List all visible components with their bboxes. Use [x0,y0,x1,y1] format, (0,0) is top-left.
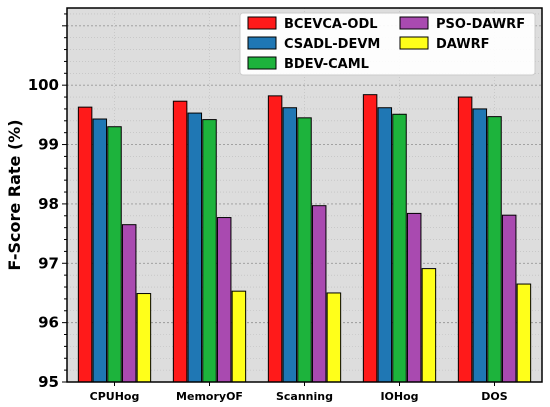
bar-bdev-caml-scanning [297,117,312,383]
bar-csadl-devm-scanning [282,107,298,383]
x-tick-label: MemoryOF [176,390,243,403]
y-tick-label: 97 [38,254,59,272]
bar-pso-dawrf-dos [501,214,517,383]
legend-swatch [247,16,277,30]
bar-dawrf-cpuhog [136,293,152,383]
legend: BCEVCA-ODL CSADL-DEVM BDEV-CAML PSO-DAWRF DA… [239,12,536,76]
y-tick-label: 99 [38,136,59,154]
x-axis-ticks: CPUHog MemoryOF Scanning IOHog DOS [90,382,508,403]
bar-csadl-devm-dos [472,108,488,383]
bar-dawrf-dos [516,283,532,383]
bar-pso-dawrf-memoryof [216,217,232,383]
legend-swatch [247,36,277,50]
legend-label: BDEV-CAML [284,57,369,72]
bar-bdev-caml-cpuhog [107,126,122,383]
bar-pso-dawrf-cpuhog [121,224,137,383]
legend-swatch [247,56,277,70]
legend-label: PSO-DAWRF [436,17,525,32]
legend-swatch [399,16,429,30]
bar-bdev-caml-dos [487,116,502,383]
bar-bdev-caml-memoryof [202,119,217,383]
bar-csadl-devm-iohog [377,107,393,383]
x-tick-label: IOHog [380,390,418,403]
y-axis-label: F-Score Rate (%) [5,119,24,270]
legend-label: CSADL-DEVM [284,37,380,52]
bar-csadl-devm-cpuhog [92,118,108,383]
bar-bcevca-odl-iohog [362,94,378,383]
bars [77,94,532,383]
bar-dawrf-memoryof [231,290,247,383]
bar-csadl-devm-memoryof [187,112,203,383]
y-tick-label: 95 [38,373,59,391]
x-tick-label: Scanning [276,390,333,403]
bar-bcevca-odl-dos [457,96,473,383]
bar-dawrf-scanning [326,292,342,383]
bar-bcevca-odl-memoryof [172,100,188,383]
legend-swatch [399,36,429,50]
y-tick-label: 98 [38,195,59,213]
bar-pso-dawrf-scanning [311,205,327,383]
bar-bcevca-odl-cpuhog [77,106,93,383]
y-tick-label: 100 [28,76,59,94]
legend-label: BCEVCA-ODL [284,17,378,32]
bar-dawrf-iohog [421,268,437,383]
x-tick-label: CPUHog [90,390,140,403]
y-axis-ticks: 95 96 97 98 99 100 [28,13,67,391]
legend-box [239,12,536,76]
bar-pso-dawrf-iohog [406,212,422,383]
bar-bdev-caml-iohog [392,113,407,383]
legend-label: DAWRF [436,37,490,52]
x-tick-label: DOS [481,390,507,403]
y-tick-label: 96 [38,314,59,332]
bar-bcevca-odl-scanning [267,95,283,383]
